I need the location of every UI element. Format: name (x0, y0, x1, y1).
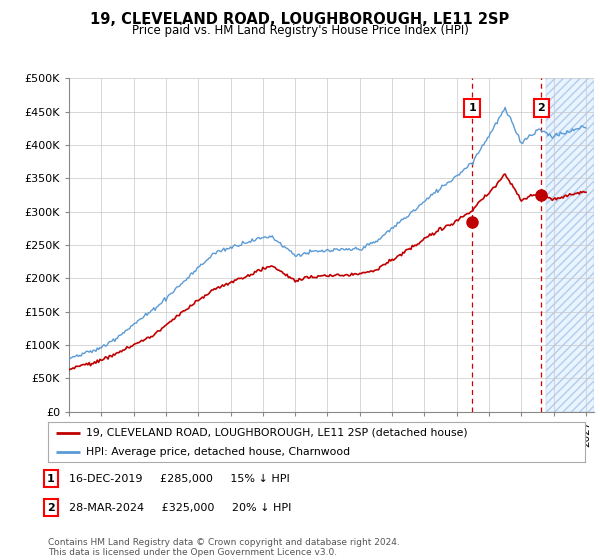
Bar (545, 78, 594, 412)
Text: 19, CLEVELAND ROAD, LOUGHBOROUGH, LE11 2SP (detached house): 19, CLEVELAND ROAD, LOUGHBOROUGH, LE11 2… (86, 428, 467, 438)
Text: 19, CLEVELAND ROAD, LOUGHBOROUGH, LE11 2SP: 19, CLEVELAND ROAD, LOUGHBOROUGH, LE11 2… (91, 12, 509, 27)
Text: 2: 2 (538, 104, 545, 113)
Bar (545, 78, 594, 412)
Text: 2: 2 (47, 503, 55, 513)
Text: 16-DEC-2019     £285,000     15% ↓ HPI: 16-DEC-2019 £285,000 15% ↓ HPI (69, 474, 290, 484)
Text: Contains HM Land Registry data © Crown copyright and database right 2024.
This d: Contains HM Land Registry data © Crown c… (48, 538, 400, 557)
Text: Price paid vs. HM Land Registry's House Price Index (HPI): Price paid vs. HM Land Registry's House … (131, 24, 469, 36)
Text: 28-MAR-2024     £325,000     20% ↓ HPI: 28-MAR-2024 £325,000 20% ↓ HPI (69, 503, 292, 513)
Text: 1: 1 (468, 104, 476, 113)
Text: 1: 1 (47, 474, 55, 484)
Text: HPI: Average price, detached house, Charnwood: HPI: Average price, detached house, Char… (86, 447, 350, 457)
